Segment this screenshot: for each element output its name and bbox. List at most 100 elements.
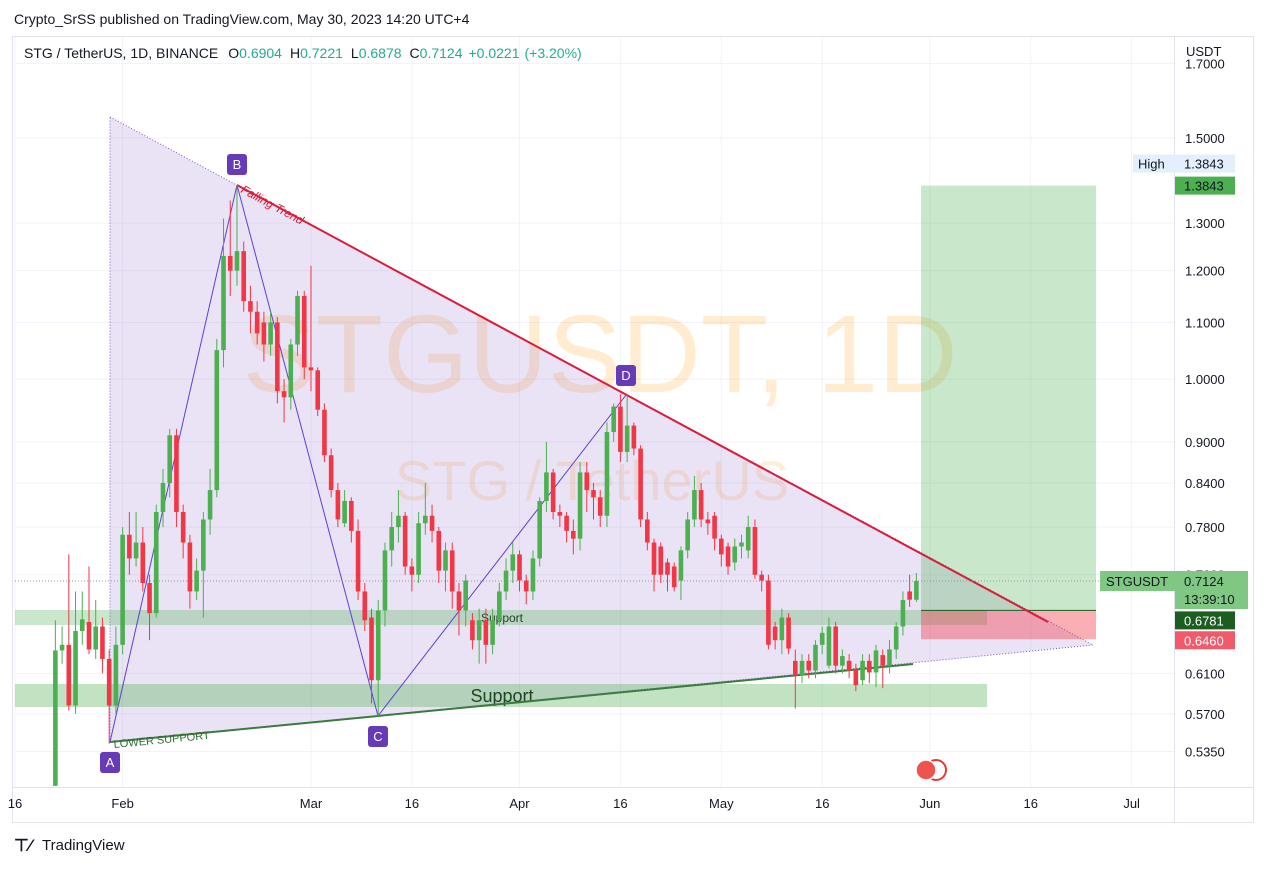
candle-body xyxy=(275,322,280,392)
y-tick-label: 1.0000 xyxy=(1185,372,1225,387)
x-tick-label: Jun xyxy=(919,796,940,811)
candle-body xyxy=(571,530,576,539)
x-tick-label: 16 xyxy=(405,796,419,811)
candle-body xyxy=(214,350,220,491)
candle-body xyxy=(772,626,778,641)
candle-body xyxy=(127,534,132,559)
candle-body xyxy=(503,570,509,592)
candle-body xyxy=(873,650,879,673)
x-tick-label: May xyxy=(709,796,734,811)
candle-body xyxy=(806,660,812,671)
candle-body xyxy=(322,409,327,456)
candle-body xyxy=(180,511,186,543)
x-tick-label: Jul xyxy=(1123,796,1140,811)
candle-body xyxy=(140,542,146,584)
change-pct: (+3.20%) xyxy=(525,45,582,61)
candle-body xyxy=(766,580,771,645)
candle-body xyxy=(826,626,832,666)
candle-body xyxy=(268,322,273,345)
candle-body xyxy=(362,591,368,621)
candle-body xyxy=(510,554,516,571)
candle-body xyxy=(698,490,704,520)
candle-body xyxy=(86,622,92,650)
last-price-name: STGUSDT xyxy=(1106,574,1168,589)
x-tick-label: 16 xyxy=(8,796,22,811)
entry-tag: 0.6781 xyxy=(1184,613,1224,628)
ohlc-key: O xyxy=(228,45,239,61)
candle-body xyxy=(423,515,428,524)
footer-logo: ⊤⁄ TradingView xyxy=(14,836,125,855)
x-tick-label: Feb xyxy=(111,796,133,811)
candle-body xyxy=(301,295,307,368)
candle-body xyxy=(281,391,287,398)
candle-body xyxy=(470,620,475,641)
candle-body xyxy=(234,251,240,271)
point-label: A xyxy=(106,755,115,770)
candle-body xyxy=(382,550,388,611)
y-tick-label: 1.5000 xyxy=(1185,131,1225,146)
candle-body xyxy=(66,644,72,706)
candle-body xyxy=(355,530,361,592)
candle-body xyxy=(342,500,347,524)
support-zone-big xyxy=(15,684,987,707)
publisher: Crypto_SrSS published on TradingView.com… xyxy=(14,11,470,27)
candle-body xyxy=(665,562,670,575)
candle-body xyxy=(476,620,482,641)
logo-mark: ⊤⁄ xyxy=(14,836,35,855)
candle-body xyxy=(416,523,421,575)
candle-body xyxy=(167,435,173,483)
candle-body xyxy=(241,251,247,302)
candle-body xyxy=(893,626,899,650)
candle-body xyxy=(564,515,569,531)
candle-body xyxy=(819,632,825,645)
candle-body xyxy=(389,527,394,551)
countdown-bg xyxy=(1175,591,1248,610)
candle-body xyxy=(187,542,193,592)
candle-body xyxy=(221,255,226,351)
candle-body xyxy=(860,660,865,681)
candle-body xyxy=(853,669,859,686)
candle-body xyxy=(254,311,260,334)
candle-body xyxy=(295,295,300,345)
ohlc-key: C xyxy=(410,45,420,61)
candle-body xyxy=(624,425,630,452)
y-tick-label: 0.6100 xyxy=(1185,666,1225,681)
last-price-bg xyxy=(1100,571,1248,592)
y-tick-label: 0.5700 xyxy=(1185,707,1225,722)
currency: USDT xyxy=(1186,44,1221,59)
lower-support-line xyxy=(109,663,914,743)
event-icon xyxy=(915,759,947,781)
axis-labels: 0.53500.57000.61000.72000.78000.84000.90… xyxy=(8,56,1225,811)
candle-body xyxy=(786,617,791,649)
high-tag-bg xyxy=(1133,154,1235,173)
candle-body xyxy=(328,455,334,491)
candle-body xyxy=(443,550,448,571)
candle-body xyxy=(160,482,166,512)
candle-body xyxy=(887,649,892,666)
y-tick-label: 1.3000 xyxy=(1185,216,1225,231)
candle-body xyxy=(133,542,139,559)
candle-body xyxy=(712,515,717,539)
target-tag-bg xyxy=(1175,176,1235,195)
y-tick-label: 0.9000 xyxy=(1185,435,1225,450)
candle-body xyxy=(752,527,758,575)
candle-body xyxy=(308,367,314,371)
legend: STG / TetherUS, 1D, BINANCE O0.6904 H0.722… xyxy=(24,45,582,61)
candle-body xyxy=(436,530,442,571)
ohlc-value: 0.7124 xyxy=(420,45,463,61)
candle-body xyxy=(335,490,341,520)
candle-body xyxy=(779,617,785,641)
candle-body xyxy=(638,448,643,520)
candle-body xyxy=(719,538,724,555)
candle-body xyxy=(288,344,294,398)
x-tick-label: Apr xyxy=(509,796,530,811)
point-badge xyxy=(100,752,120,773)
candle-body xyxy=(517,554,522,581)
candle-body xyxy=(369,617,374,681)
point-label: C xyxy=(373,729,382,744)
candle-body xyxy=(463,580,468,611)
price-tags: High 1.3843 1.3843 STGUSDT 0.7124 13:39:10 0.6… xyxy=(1100,154,1248,650)
candle-body xyxy=(79,619,85,632)
candle-body xyxy=(793,660,798,676)
y-tick-label: 1.2000 xyxy=(1185,264,1225,279)
